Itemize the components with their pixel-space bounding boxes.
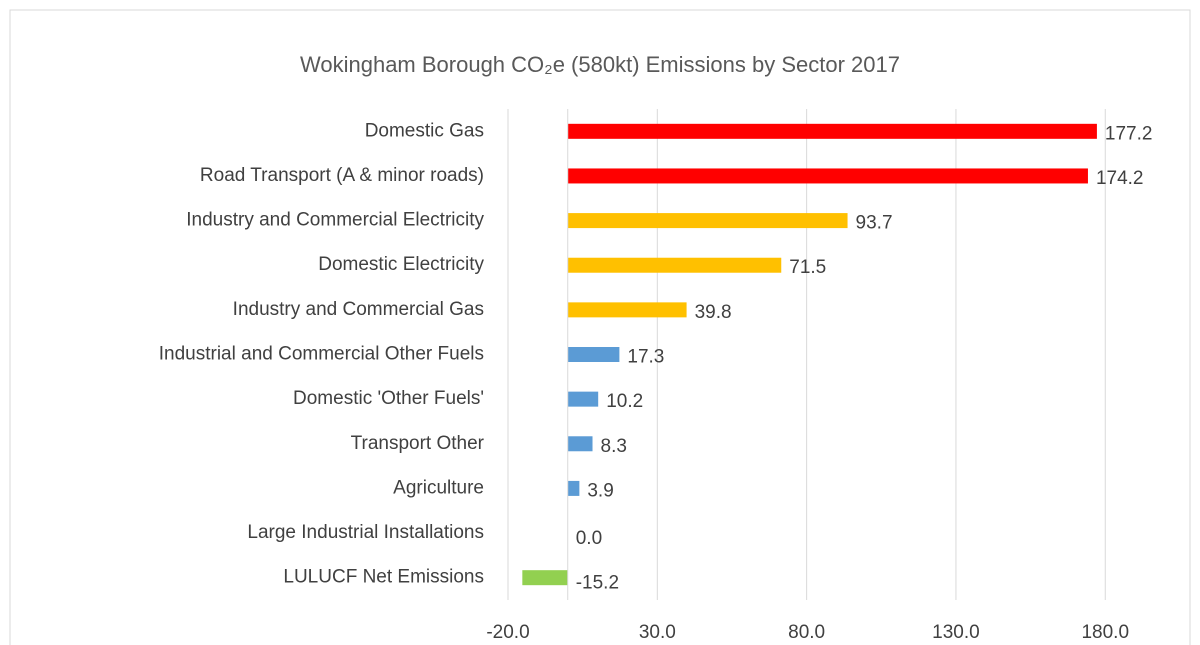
y-tick-label: Domestic 'Other Fuels' <box>293 388 484 409</box>
y-tick-label: Large Industrial Installations <box>247 522 484 543</box>
x-tick-label: 180.0 <box>1081 622 1129 643</box>
bar <box>567 257 782 273</box>
bar <box>567 168 1088 184</box>
bar <box>567 213 848 229</box>
x-tick-label: 130.0 <box>932 622 980 643</box>
bar <box>567 347 620 362</box>
value-label: -15.2 <box>576 573 619 594</box>
x-tick-label: -20.0 <box>486 622 529 643</box>
y-tick-label: Domestic Gas <box>365 120 484 141</box>
bar <box>567 123 1097 139</box>
y-tick-label: Agriculture <box>393 477 484 498</box>
value-label: 8.3 <box>601 436 627 457</box>
value-label: 177.2 <box>1105 123 1153 144</box>
y-tick-label: Domestic Electricity <box>318 254 484 275</box>
bar <box>567 302 687 318</box>
value-label: 71.5 <box>789 257 826 278</box>
y-tick-label: Industry and Commercial Electricity <box>186 210 484 231</box>
bar <box>567 391 599 407</box>
y-tick-label: Transport Other <box>351 433 485 454</box>
value-label: 93.7 <box>856 213 893 234</box>
bar <box>522 570 568 586</box>
chart-border <box>9 9 1191 645</box>
bar <box>567 436 593 452</box>
value-label: 174.2 <box>1096 168 1144 189</box>
x-tick-label: 80.0 <box>788 622 825 643</box>
value-label: 17.3 <box>627 347 664 368</box>
value-label: 10.2 <box>606 391 643 412</box>
y-tick-label: Industrial and Commercial Other Fuels <box>159 344 484 365</box>
y-tick-label: Industry and Commercial Gas <box>233 299 484 320</box>
value-label: 39.8 <box>695 302 732 323</box>
bar <box>567 480 580 496</box>
value-label: 3.9 <box>587 480 613 501</box>
y-tick-label: Road Transport (A & minor roads) <box>200 165 484 186</box>
chart-title: Wokingham Borough CO₂e (580kt) Emissions… <box>300 52 900 77</box>
x-tick-label: 30.0 <box>639 622 676 643</box>
value-label: 0.0 <box>576 528 602 549</box>
y-tick-label: LULUCF Net Emissions <box>283 567 484 588</box>
